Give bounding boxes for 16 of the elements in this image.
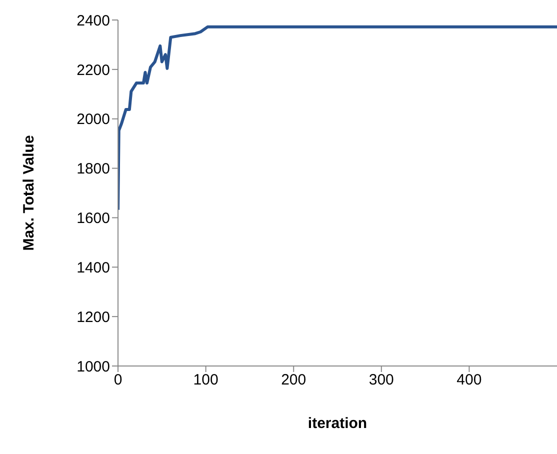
y-tick-label: 1800 [76, 160, 110, 178]
x-axis-title: iteration [308, 415, 368, 432]
y-tick-label: 2400 [76, 12, 110, 30]
x-tick-label: 200 [281, 372, 306, 389]
line-series [118, 25, 557, 212]
y-tick-label: 2200 [76, 62, 110, 79]
x-tick-label: 300 [368, 372, 394, 389]
x-tick-label: 100 [193, 372, 218, 389]
y-tick-label: 1400 [76, 259, 110, 276]
y-tick-label: 1000 [76, 358, 110, 376]
y-axis-title: Max. Total Value [20, 135, 38, 251]
x-tick-label: 400 [456, 372, 482, 389]
y-tick-label: 1200 [76, 308, 110, 326]
y-tick-label: 2000 [76, 111, 110, 128]
y-tick-label: 1600 [76, 210, 110, 228]
x-tick-label: 0 [114, 372, 122, 389]
